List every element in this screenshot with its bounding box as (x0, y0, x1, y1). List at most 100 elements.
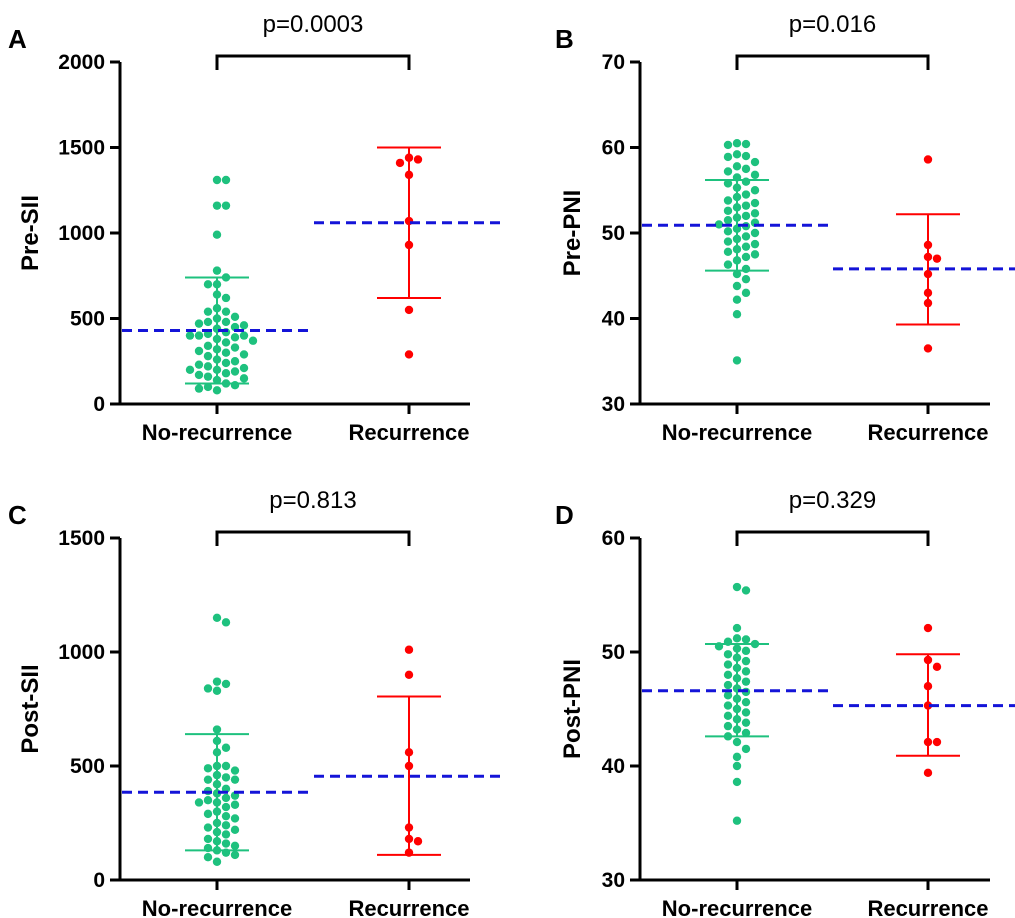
no-recurrence-point (741, 744, 751, 754)
no-recurrence-point (732, 139, 742, 148)
no-recurrence-point (732, 213, 742, 222)
p-value-label: p=0.016 (789, 11, 876, 38)
no-recurrence-point (194, 331, 204, 340)
no-recurrence-point (203, 823, 213, 832)
no-recurrence-point (230, 357, 240, 366)
no-recurrence-point (212, 761, 222, 771)
recurrence-point (404, 240, 414, 250)
no-recurrence-point (212, 827, 222, 837)
no-recurrence-point (741, 697, 751, 707)
no-recurrence-point (723, 237, 733, 246)
no-recurrence-point (741, 646, 751, 656)
no-recurrence-point (185, 331, 195, 340)
y-tick-label: 70 (602, 51, 625, 74)
no-recurrence-point (203, 362, 213, 371)
no-recurrence-point (212, 375, 222, 385)
no-recurrence-point (194, 346, 204, 356)
no-recurrence-point (741, 139, 751, 149)
no-recurrence-point (203, 775, 213, 784)
recurrence-point (932, 737, 942, 747)
no-recurrence-point (732, 737, 742, 747)
recurrence-point (404, 153, 414, 162)
no-recurrence-point (212, 748, 222, 757)
no-recurrence-point (723, 721, 733, 731)
no-recurrence-point (221, 317, 231, 327)
no-recurrence-point (230, 814, 240, 823)
no-recurrence-point (723, 711, 733, 721)
no-recurrence-point (741, 677, 751, 686)
y-tick-label: 40 (602, 755, 625, 778)
significance-bracket (215, 530, 411, 546)
no-recurrence-point (230, 825, 240, 835)
no-recurrence-point (750, 209, 760, 218)
no-recurrence-point (741, 288, 751, 298)
panel-letter: D (555, 500, 574, 530)
recurrence-point (404, 670, 414, 679)
recurrence-point (404, 170, 414, 180)
no-recurrence-point (239, 350, 249, 359)
no-recurrence-point (203, 382, 213, 392)
no-recurrence-point (212, 266, 222, 275)
no-recurrence-point (732, 295, 742, 304)
no-recurrence-point (212, 386, 222, 395)
no-recurrence-point (741, 252, 751, 262)
no-recurrence-point (230, 343, 240, 352)
no-recurrence-point (212, 280, 222, 289)
no-recurrence-point (732, 644, 742, 653)
no-recurrence-point (212, 837, 222, 846)
significance-bracket (215, 54, 411, 70)
no-recurrence-point (741, 232, 751, 241)
no-recurrence-point (723, 650, 733, 659)
no-recurrence-point (750, 170, 760, 180)
no-recurrence-point (221, 839, 231, 848)
no-recurrence-point (741, 667, 751, 676)
no-recurrence-point (212, 175, 222, 185)
no-recurrence-point (212, 807, 222, 816)
no-recurrence-point (741, 242, 751, 251)
no-recurrence-point (750, 250, 760, 259)
no-recurrence-point (212, 304, 222, 313)
no-recurrence-point (194, 798, 204, 807)
no-recurrence-point (732, 192, 742, 202)
no-recurrence-point (212, 736, 222, 746)
no-recurrence-point (212, 846, 222, 855)
no-recurrence-point (203, 307, 213, 316)
x-tick-label: No-recurrence (662, 896, 812, 918)
no-recurrence-point (221, 761, 231, 771)
no-recurrence-point (203, 280, 213, 289)
no-recurrence-point (750, 198, 760, 208)
no-recurrence-point (221, 802, 231, 812)
no-recurrence-point (741, 728, 751, 738)
y-tick-label: 30 (602, 869, 625, 892)
no-recurrence-point (723, 670, 733, 679)
y-tick-label: 60 (602, 137, 625, 160)
no-recurrence-point (230, 800, 240, 809)
x-tick-label: Recurrence (348, 896, 469, 918)
recurrence-point (404, 748, 414, 757)
no-recurrence-point (741, 718, 751, 727)
y-tick-label: 40 (602, 308, 625, 331)
recurrence-point (404, 645, 414, 654)
no-recurrence-point (221, 848, 231, 857)
no-recurrence-point (741, 164, 751, 174)
y-tick-label: 500 (70, 308, 105, 331)
no-recurrence-point (212, 857, 222, 866)
no-recurrence-point (723, 167, 733, 176)
no-recurrence-point (750, 186, 760, 195)
no-recurrence-point (732, 816, 742, 825)
no-recurrence-point (230, 850, 240, 860)
recurrence-point (413, 837, 423, 846)
no-recurrence-point (185, 365, 195, 374)
x-tick-label: No-recurrence (662, 420, 812, 445)
no-recurrence-point (221, 358, 231, 368)
no-recurrence-point (203, 809, 213, 819)
no-recurrence-point (732, 162, 742, 171)
no-recurrence-point (750, 239, 760, 249)
no-recurrence-point (230, 775, 240, 784)
no-recurrence-point (212, 201, 222, 210)
no-recurrence-point (732, 173, 742, 182)
recurrence-point (404, 761, 414, 771)
no-recurrence-point (221, 307, 231, 316)
no-recurrence-point (230, 841, 240, 850)
recurrence-point (923, 240, 933, 250)
